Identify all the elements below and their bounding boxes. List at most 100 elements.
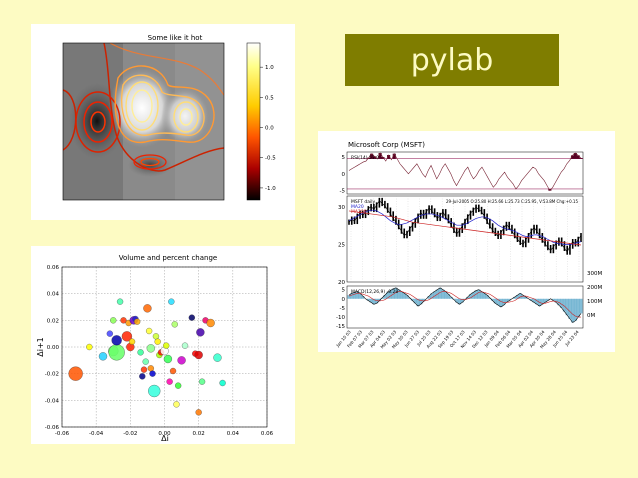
scatter-point [137,349,144,356]
scatter-point [168,298,175,305]
colorbar-tick-label: 0.5 [265,95,274,101]
macd-hist-bar [352,292,357,299]
scatter-point [194,350,203,360]
volume-ticks: 300M 200M 100M 0M [587,271,602,319]
stock-chart: Microsoft Corp (MSFT) RSI(14) 51.0 50-5 … [335,141,603,349]
scatter-point [219,379,226,387]
stock-figure: Microsoft Corp (MSFT) RSI(14) 51.0 5 0 -5 … [318,131,615,352]
scatter-point [152,333,160,340]
macd-hist-bar [405,295,409,299]
rsi-overbought-fill [381,157,385,159]
macd-hist-bar [460,298,464,303]
scatter-point [128,338,136,345]
price-legend-ma20: MA20 [351,204,364,210]
macd-hist-bar [471,292,475,299]
macd-hist-bar [355,291,359,299]
scatter-xtick-label: 0.00 [158,431,171,437]
scatter-ylabel: Δi+1 [36,337,45,357]
macd-hist-bar [496,298,500,306]
colorbar-ticks: 1.0 0.5 0.0 -0.5 -1.0 [260,65,276,192]
macd-hist-bar [372,298,376,305]
rsi-overbought-fill [372,156,377,159]
scatter-xtick-label: -0.02 [123,431,137,437]
stock-ytick-label: -10 [336,315,345,321]
macd-hist-bar [369,298,373,303]
macd-hist-bar [571,298,575,323]
macd-hist-bar [391,288,395,299]
macd-hist-bar [507,298,511,301]
macd-hist-bar [560,298,564,308]
macd-hist-bar [524,296,528,299]
rsi-overbought-fill [370,153,374,159]
macd-hist-bar [441,289,445,299]
macd-hist-bar [493,298,497,304]
scatter-ytick-label: -0.04 [45,398,60,404]
macd-hist-bar [408,297,412,299]
macd-hist-bar [455,298,459,303]
macd-signal-line [348,291,581,318]
macd-hist-bar [515,295,520,299]
macd-hist-bar [433,291,437,299]
scatter-ytick-label: 0.04 [47,292,60,298]
scatter-xlabel: Δi [161,434,169,443]
macd-hist-bar [565,298,569,316]
macd-hist-bar [488,297,492,299]
stock-ytick-label: 20 [338,280,345,286]
macd-hist-bar [383,295,387,299]
rsi-oversold-fill [548,188,552,191]
price-info: 29-Jul-2005 O:25.80 H:25.66 L:25.73 C:25… [446,199,578,204]
macd-hist-bar [543,298,547,303]
macd-hist-bar [491,298,495,301]
contour-title: Some like it hot [148,34,203,42]
macd-hist-bar [532,298,536,303]
scatter-point [106,330,113,337]
colorbar-tick-label: 0.0 [265,126,274,132]
macd-hist-bar [482,293,486,299]
macd-hist-bar [518,293,522,299]
macd-hist-bar [377,298,381,301]
scatter-xticks: -0.06 -0.04 -0.02 0.00 0.02 0.04 0.06 [55,431,274,437]
stock-ytick-label: 25 [338,243,345,249]
rsi-overbought-fill [576,155,580,159]
scatter-ytick-label: 0.02 [47,318,59,324]
scatter-ytick-label: 0.00 [47,345,60,351]
scatter-point [146,344,155,353]
macd-hist-bar [579,298,583,314]
macd-hist-bar [540,298,544,305]
macd-hist-bar [479,291,484,299]
rsi-overbought-fill [387,155,391,159]
price-legend-msft: MSFT daily [351,199,376,205]
scatter-xtick-label: 0.04 [227,431,240,437]
volume-tick-label: 100M [587,299,602,305]
macd-hist-bar [502,298,506,306]
scatter-point [147,365,154,372]
stock-ytick-label: -5 [340,306,346,312]
price-ticks: 30 25 20 [338,205,345,286]
scatter-point [171,321,178,328]
scatter-point [148,384,161,398]
slide-title-box: pylab [345,34,559,86]
scatter-point [169,367,177,375]
scatter-point [145,327,153,335]
scatter-point [68,366,83,381]
scatter-xtick-label: 0.06 [261,431,274,437]
price-close-line [348,199,582,253]
scatter-ytick-label: 0.06 [47,265,60,271]
macd-hist-bar [576,298,580,318]
scatter-xtick-label: -0.04 [89,431,104,437]
scatter-points [68,298,226,416]
colorbar [246,42,261,201]
scatter-point [149,370,156,377]
price-legend-ma200: MA200 [351,209,367,215]
macd-hist-bar [430,293,434,299]
stock-ytick-label: 30 [338,205,345,211]
colorbar-tick-label: -1.0 [265,186,276,192]
scatter-point [134,318,141,325]
macd-hist-bar [504,298,509,303]
rsi-overbought-fill [573,153,577,159]
scatter-point [116,298,124,305]
macd-hist-bar [449,296,453,299]
macd-hist-bar [427,296,431,299]
scatter-point [120,317,127,324]
macd-ticks: 5 0 -5 -10 -15 [336,288,345,331]
